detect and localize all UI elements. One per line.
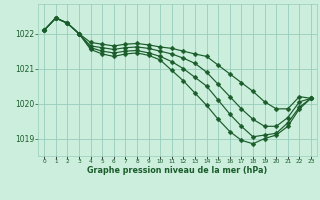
X-axis label: Graphe pression niveau de la mer (hPa): Graphe pression niveau de la mer (hPa) — [87, 166, 268, 175]
